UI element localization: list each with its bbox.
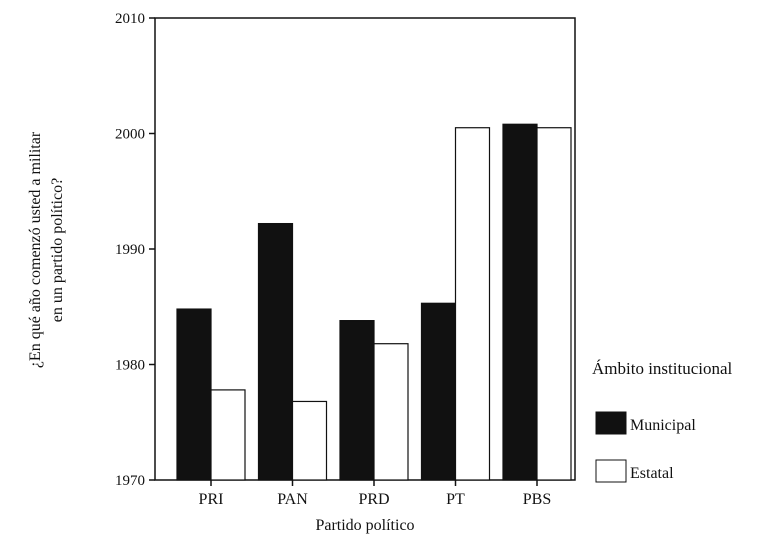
bar-municipal-pbs	[502, 123, 538, 481]
x-axis: PRI PAN PRD PT PBS	[199, 480, 551, 508]
y-axis: 1970 1980 1990 2000 2010	[115, 11, 155, 489]
legend-label-estatal: Estatal	[630, 465, 674, 482]
x-tick-label-pri: PRI	[199, 491, 224, 508]
bar-municipal-pri	[176, 308, 212, 481]
y-tick-label: 1990	[115, 242, 145, 258]
bar-estatal-pri	[210, 389, 246, 481]
bar-estatal-pt	[454, 127, 491, 481]
y-axis-title-line-2: en un partido político?	[49, 178, 66, 322]
y-tick-label: 2010	[115, 11, 145, 27]
legend-swatch-municipal	[595, 411, 627, 435]
x-tick-label-pt: PT	[446, 491, 465, 508]
bar-estatal-pan	[291, 400, 328, 481]
y-tick-label: 1970	[115, 473, 145, 489]
x-axis-title: Partido político	[315, 517, 414, 534]
x-tick-label-prd: PRD	[358, 491, 389, 508]
bar-municipal-pan	[257, 222, 294, 481]
bar-estatal-pbs	[536, 127, 572, 481]
legend-swatch-estatal	[595, 459, 627, 483]
bars	[176, 123, 572, 481]
legend-label-municipal: Municipal	[630, 417, 696, 434]
y-tick-label: 2000	[115, 127, 145, 143]
legend-title: Ámbito institucional	[592, 359, 733, 378]
bar-municipal-prd	[339, 320, 375, 481]
y-tick-label: 1980	[115, 358, 145, 374]
y-axis-title-line-1: ¿En qué año comenzó usted a militar	[27, 131, 44, 368]
bar-municipal-pt	[420, 302, 457, 481]
x-tick-label-pan: PAN	[277, 491, 308, 508]
bar-estatal-prd	[373, 343, 409, 481]
legend: Ámbito institucional Municipal Estatal	[592, 359, 733, 483]
x-tick-label-pbs: PBS	[523, 491, 551, 508]
